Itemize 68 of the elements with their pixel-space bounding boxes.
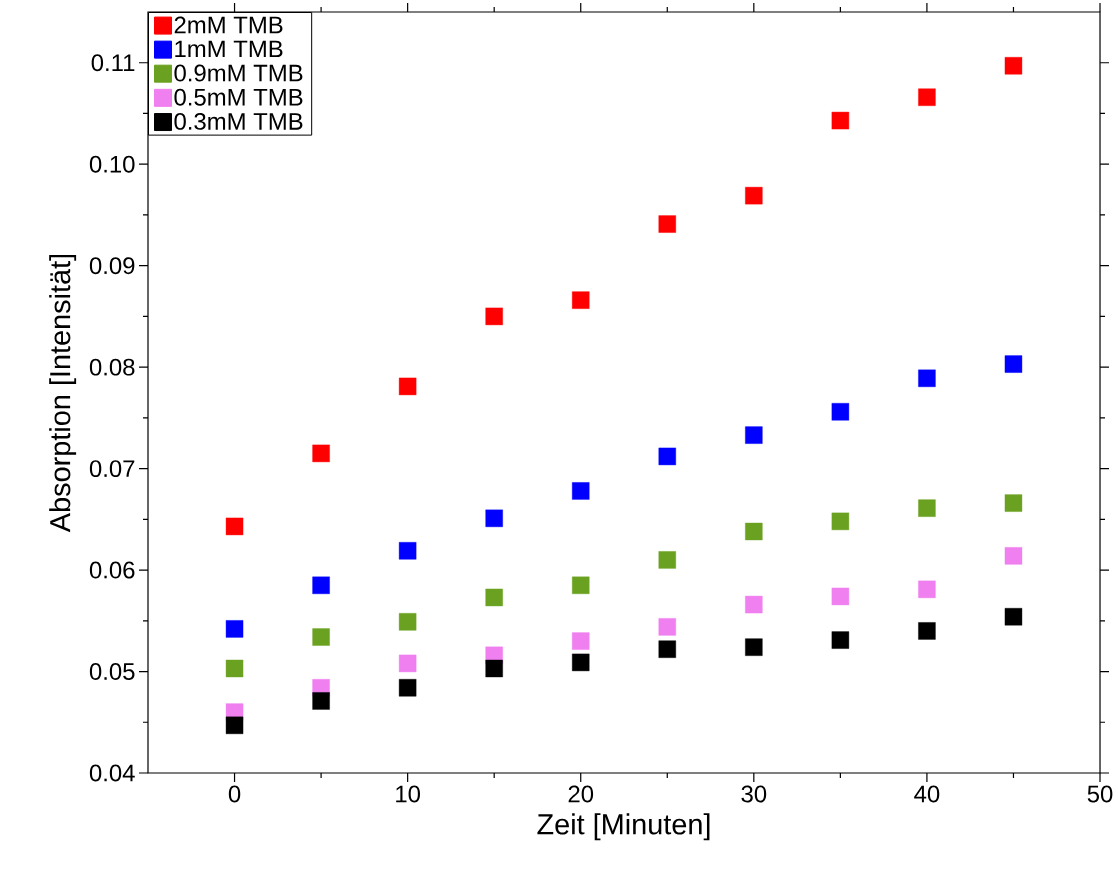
point	[1004, 355, 1023, 373]
point	[918, 580, 936, 599]
point	[485, 659, 503, 678]
x-tick-label: 50	[1087, 785, 1113, 803]
point	[918, 499, 936, 517]
point	[1004, 57, 1023, 75]
point	[398, 613, 417, 631]
point	[831, 111, 850, 130]
y-tick-label: 0.06	[89, 561, 135, 579]
point	[745, 638, 763, 656]
y-tick-label: 0.10	[89, 155, 135, 173]
point	[312, 444, 330, 463]
point	[745, 522, 763, 541]
y-tick-label: 0.07	[89, 460, 135, 478]
legend-label: 2mM TMB	[174, 16, 283, 34]
point	[225, 620, 244, 638]
point	[918, 369, 936, 387]
point	[572, 653, 590, 672]
point	[1004, 494, 1023, 512]
point	[658, 618, 676, 636]
point	[1004, 608, 1023, 626]
point	[572, 291, 590, 309]
point	[831, 403, 850, 421]
point	[658, 447, 676, 466]
y-tick-label: 0.08	[89, 358, 135, 376]
point	[745, 595, 763, 614]
point	[485, 588, 503, 607]
legend-label: 0.9mM TMB	[174, 64, 303, 82]
y-tick-label: 0.11	[91, 54, 135, 72]
legend-label: 1mM TMB	[175, 40, 283, 58]
point	[745, 426, 763, 444]
x-tick-label: 40	[914, 785, 940, 803]
legend-label: 0.5mM TMB	[174, 88, 303, 106]
x-tick-label: 20	[568, 785, 594, 803]
point	[485, 509, 503, 528]
point	[398, 654, 417, 673]
x-axis-title: Zeit [Minuten]	[537, 813, 710, 841]
x-tick-label: 10	[396, 785, 420, 803]
point	[831, 512, 850, 531]
point	[918, 88, 936, 106]
point	[312, 576, 330, 594]
x-tick-label: 0	[228, 785, 241, 803]
point	[918, 622, 936, 640]
point	[398, 377, 417, 396]
point	[831, 631, 850, 649]
point	[485, 307, 503, 326]
x-tick-label: 30	[741, 785, 767, 803]
point	[658, 640, 676, 658]
point	[831, 587, 850, 606]
point	[225, 517, 244, 536]
point	[398, 679, 417, 697]
y-axis-title: Absorption [Intensität]	[49, 254, 77, 533]
point	[312, 692, 330, 710]
point	[745, 186, 763, 205]
y-tick-label: 0.04	[89, 764, 135, 782]
point	[312, 628, 330, 646]
point	[225, 659, 244, 678]
point	[1004, 547, 1023, 565]
legend-label: 0.3mM TMB	[174, 112, 303, 130]
point	[658, 215, 676, 233]
point	[572, 632, 590, 650]
y-tick-label: 0.05	[89, 663, 135, 680]
point	[658, 551, 676, 569]
point	[572, 576, 590, 594]
point	[398, 542, 417, 560]
y-tick-label: 0.09	[89, 257, 135, 275]
point	[225, 716, 244, 735]
point	[572, 482, 590, 500]
